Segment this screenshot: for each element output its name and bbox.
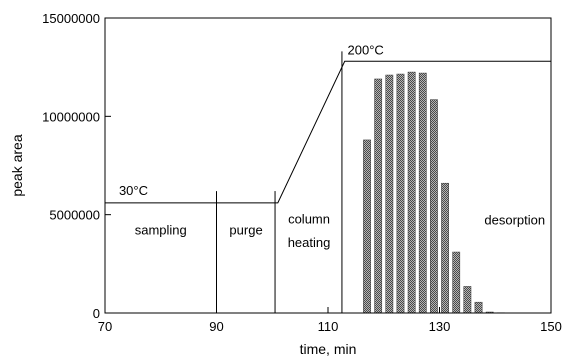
chart-annotation: heating (288, 235, 331, 250)
x-axis-title: time, min (300, 341, 357, 357)
x-axis-ticks: 70 90 110 130 150 (98, 307, 562, 334)
bar (396, 73, 405, 314)
chart-annotation: sampling (135, 222, 187, 237)
phase-boundaries (216, 51, 343, 313)
bar (363, 139, 371, 314)
x-tick-label: 150 (540, 319, 562, 334)
chart-annotation: desorption (484, 213, 545, 228)
bar (474, 301, 483, 314)
bar (385, 74, 394, 314)
y-axis-ticks: 0 5000000 10000000 15000000 (42, 11, 111, 321)
bar (407, 71, 416, 314)
x-tick-label: 90 (209, 319, 223, 334)
bar (374, 78, 383, 314)
x-tick-label: 110 (318, 319, 339, 334)
bar-series (363, 71, 505, 314)
bar (463, 286, 472, 314)
plot-frame (104, 17, 552, 314)
bar (430, 99, 438, 314)
bar (452, 251, 461, 314)
annotations: 30°C 200°C sampling purge column heating desor… (119, 42, 545, 250)
y-tick-label: 15000000 (42, 11, 100, 26)
chart-annotation: purge (229, 222, 262, 237)
temperature-profile-line (105, 60, 551, 204)
y-tick-label: 0 (93, 306, 100, 321)
y-tick-label: 5000000 (49, 208, 100, 223)
bar (418, 72, 427, 314)
chart-annotation: 30°C (119, 183, 148, 198)
chart-annotation: column (288, 212, 330, 227)
y-tick-label: 10000000 (42, 109, 100, 124)
x-tick-label: 70 (98, 319, 112, 334)
chart-annotation: 200°C (348, 42, 384, 57)
bar (441, 182, 449, 314)
x-tick-label: 130 (429, 319, 451, 334)
y-axis-title: peak area (9, 134, 25, 196)
